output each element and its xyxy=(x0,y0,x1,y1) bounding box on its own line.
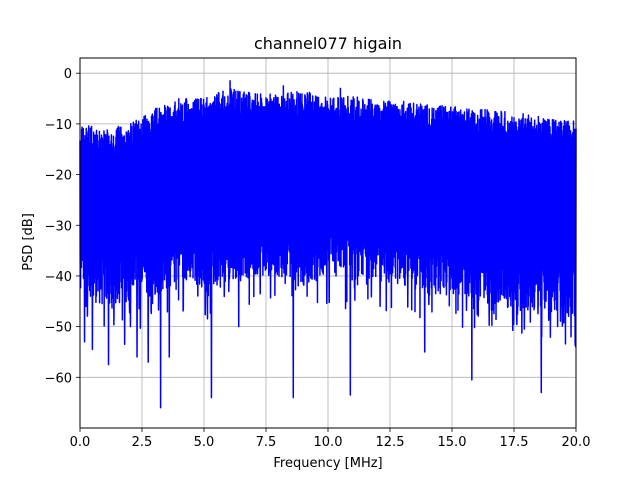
psd-series-line xyxy=(79,80,577,409)
y-tick-label: −10 xyxy=(45,118,72,133)
chart-title: channel077 higain xyxy=(254,34,402,53)
y-tick-label: −40 xyxy=(45,270,72,285)
x-tick-label: 2.5 xyxy=(132,435,153,450)
y-tick-label: −30 xyxy=(45,219,72,234)
x-tick-label: 5.0 xyxy=(194,435,215,450)
plot-area xyxy=(79,80,577,409)
axes-frame xyxy=(79,57,577,429)
x-axis-label: Frequency [MHz] xyxy=(273,456,382,471)
x-tick-label: 0.0 xyxy=(70,435,91,450)
y-tick-label: 0 xyxy=(64,67,72,82)
y-tick-label: −60 xyxy=(45,371,72,386)
y-tick-label: −50 xyxy=(45,321,72,336)
x-tick-label: 7.5 xyxy=(256,435,277,450)
x-tick-label: 12.5 xyxy=(376,435,405,450)
axis-ticks: 0.0 2.5 5.0 7.5 10.0 12.5 15.0 17.5 20.0 0 −10 −20 −… xyxy=(45,67,591,450)
x-tick-label: 17.5 xyxy=(500,435,529,450)
y-axis-label: PSD [dB] xyxy=(21,213,36,271)
y-tick-label: −20 xyxy=(45,169,72,184)
x-tick-label: 10.0 xyxy=(314,435,343,450)
x-tick-label: 20.0 xyxy=(562,435,591,450)
x-tick-label: 15.0 xyxy=(438,435,467,450)
